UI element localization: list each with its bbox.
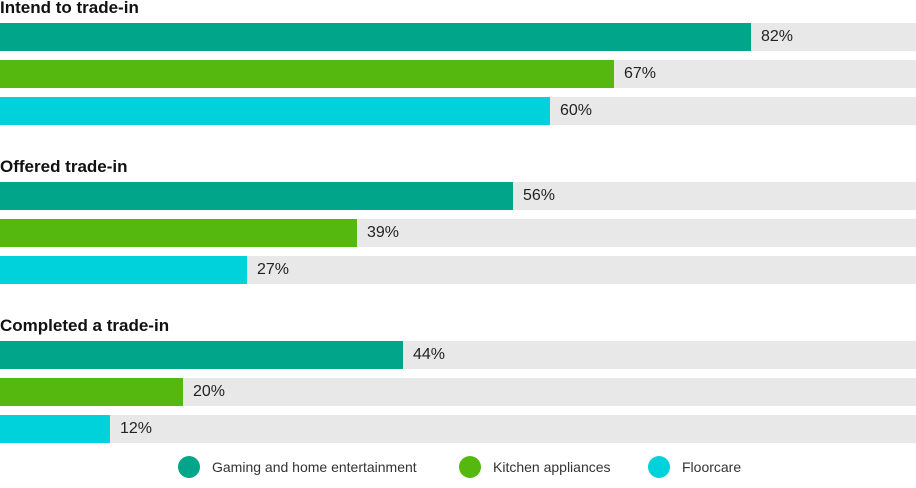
bar-floorcare — [0, 415, 110, 443]
bar-kitchen — [0, 60, 614, 88]
legend-swatch-floorcare — [648, 456, 670, 478]
bar-floorcare — [0, 256, 247, 284]
legend-label-floorcare: Floorcare — [682, 459, 742, 475]
bar-gaming — [0, 182, 513, 210]
bar-kitchen — [0, 219, 357, 247]
bar-track: 39% — [0, 219, 916, 247]
value-label-gaming: 44% — [413, 346, 446, 363]
bar-gaming — [0, 341, 403, 369]
value-label-floorcare: 60% — [560, 102, 593, 119]
value-label-gaming: 56% — [523, 187, 556, 204]
legend-item-floorcare: Floorcare — [648, 452, 741, 482]
group-title: Intend to trade-in — [0, 0, 139, 17]
value-label-floorcare: 27% — [257, 261, 290, 278]
value-label-gaming: 82% — [761, 28, 794, 45]
bar-track: 82% — [0, 23, 916, 51]
legend-swatch-gaming — [178, 456, 200, 478]
bar-track: 44% — [0, 341, 916, 369]
bar-track: 67% — [0, 60, 916, 88]
bar-floorcare — [0, 97, 550, 125]
value-label-kitchen: 67% — [624, 65, 657, 82]
bar-gaming — [0, 23, 751, 51]
bar-track: 20% — [0, 378, 916, 406]
bar-track: 56% — [0, 182, 916, 210]
chart-legend: Gaming and home entertainment Kitchen ap… — [0, 452, 916, 482]
bar-track: 27% — [0, 256, 916, 284]
legend-item-gaming: Gaming and home entertainment — [178, 452, 417, 482]
group-title: Completed a trade-in — [0, 316, 170, 335]
legend-item-kitchen: Kitchen appliances — [459, 452, 611, 482]
bar-kitchen — [0, 378, 183, 406]
bar-track: 12% — [0, 415, 916, 443]
value-label-kitchen: 20% — [193, 383, 226, 400]
group-title: Offered trade-in — [0, 157, 128, 176]
bar-track: 60% — [0, 97, 916, 125]
legend-swatch-kitchen — [459, 456, 481, 478]
value-label-floorcare: 12% — [120, 420, 153, 437]
legend-label-kitchen: Kitchen appliances — [493, 459, 611, 475]
legend-label-gaming: Gaming and home entertainment — [212, 459, 417, 475]
value-label-kitchen: 39% — [367, 224, 400, 241]
